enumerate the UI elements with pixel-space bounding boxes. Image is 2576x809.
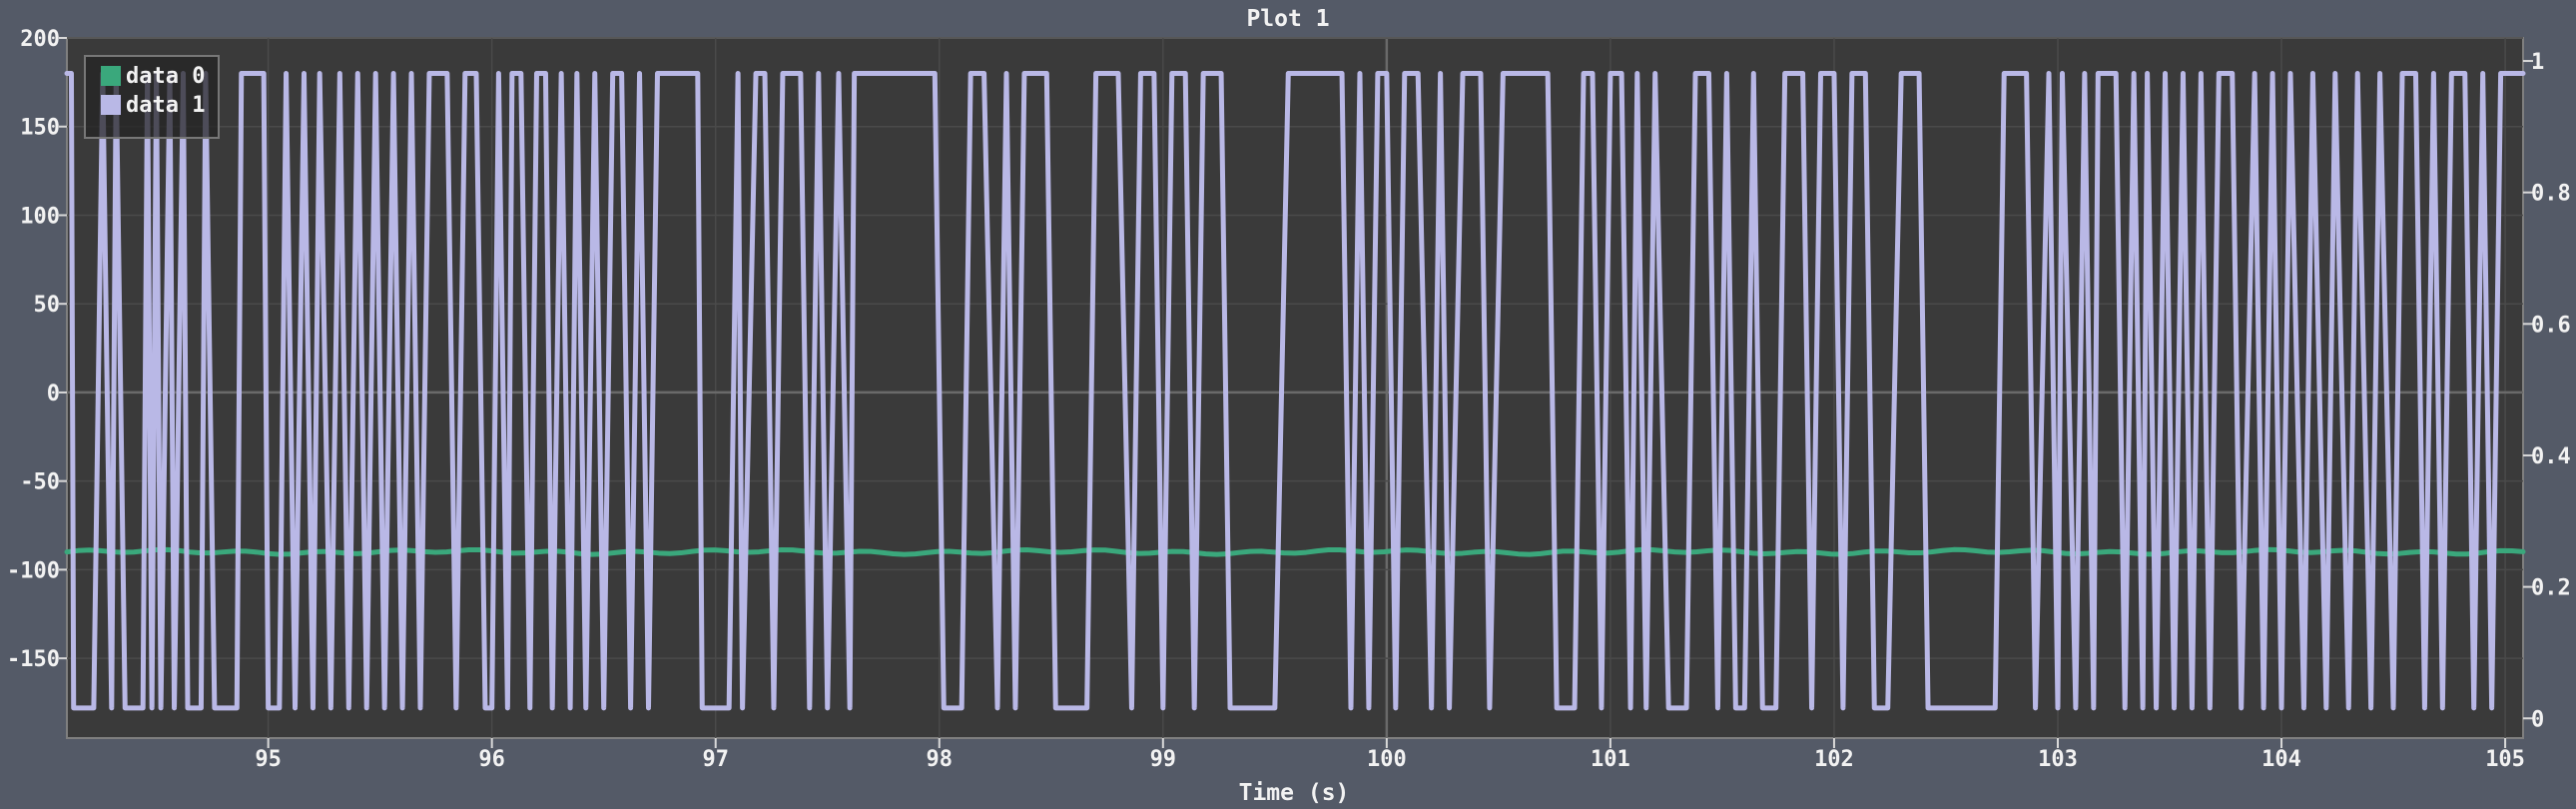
y2-tick-label: 0.4: [2531, 444, 2571, 469]
x-tick-label: 101: [1591, 747, 1630, 772]
y-tick-label: 100: [20, 204, 60, 229]
x-axis-ticks: 95 96 97 98 99 100 101 102 103 104 105: [255, 738, 2525, 772]
x-tick-label: 103: [2038, 747, 2078, 772]
y2-tick-label: 0.8: [2531, 182, 2571, 207]
x-axis-label: Time (s): [1239, 780, 1350, 806]
plot-area: data 0 data 1: [64, 37, 2526, 739]
legend-label: data 1: [126, 93, 205, 118]
y2-tick-label: 0: [2531, 707, 2544, 732]
y-tick-label: 50: [34, 293, 61, 318]
y2-tick-label: 0.6: [2531, 313, 2571, 338]
left-axis-ticks: 200 150 100 50 0 -50 -100 -150: [7, 27, 67, 672]
x-tick-label: 99: [1150, 747, 1177, 772]
y2-tick-label: 0.2: [2531, 576, 2571, 601]
y-tick-label: 0: [47, 382, 60, 406]
x-tick-label: 98: [927, 747, 954, 772]
y-tick-label: 200: [20, 27, 60, 52]
series-data-0-line: [64, 546, 2526, 557]
right-axis-ticks: 1 0.8 0.6 0.4 0.2 0: [2523, 50, 2571, 732]
legend-label: data 0: [126, 64, 205, 89]
y-tick-label: -150: [7, 647, 60, 672]
x-tick-label: 102: [1814, 747, 1854, 772]
y2-tick-label: 1: [2531, 50, 2544, 75]
y-tick-label: -100: [7, 558, 60, 583]
x-tick-label: 95: [255, 747, 282, 772]
x-tick-label: 97: [702, 747, 729, 772]
legend-swatch: [101, 95, 121, 115]
legend-swatch: [101, 66, 121, 86]
x-tick-label: 96: [478, 747, 505, 772]
x-tick-label: 100: [1367, 747, 1407, 772]
legend: data 0 data 1: [84, 55, 220, 139]
series-data-1-line: [64, 70, 2526, 711]
series-lines: [64, 70, 2526, 711]
x-tick-label: 105: [2485, 747, 2525, 772]
x-tick-label: 104: [2261, 747, 2301, 772]
y-tick-label: -50: [20, 470, 60, 495]
chart-title: Plot 1: [1246, 6, 1329, 32]
y-tick-label: 150: [20, 116, 60, 141]
